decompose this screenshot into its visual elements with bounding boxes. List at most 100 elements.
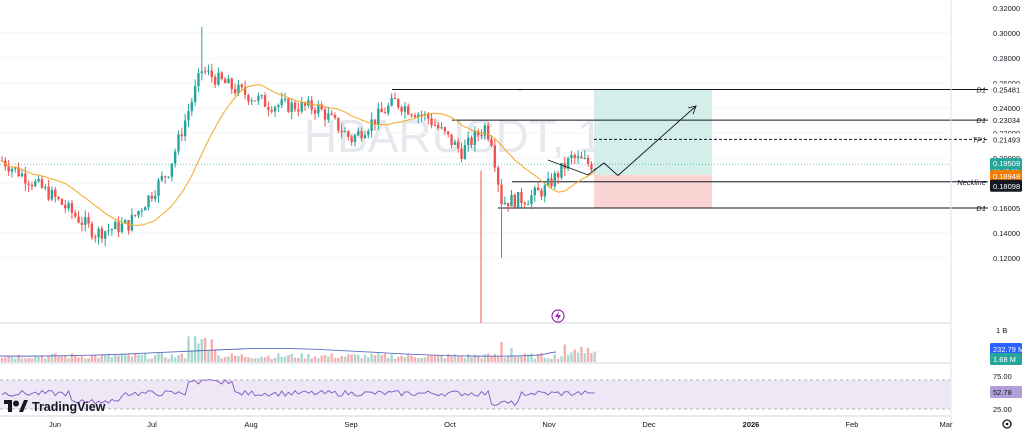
volume-bar [400, 355, 403, 362]
moving-average-series [1, 84, 595, 226]
candle-body [20, 173, 24, 177]
candle-body [343, 131, 347, 133]
candle-body [67, 203, 70, 209]
candle-body [353, 135, 357, 143]
volume-bar [340, 355, 343, 362]
ma-value-badge: 0.18948 [993, 172, 1020, 181]
volume-bar [74, 355, 77, 362]
volume-bar [137, 354, 140, 362]
volume-bar [87, 358, 90, 362]
time-axis[interactable]: Jun Jul Aug Sep Oct Nov Dec 2026 Feb Mar [49, 420, 953, 429]
volume-bar [463, 357, 467, 362]
volume-bar [147, 358, 150, 362]
candle-body [407, 106, 410, 115]
volume-bar [586, 347, 590, 362]
candle-body [173, 151, 177, 164]
volume-bar [347, 354, 350, 362]
volume-bar [117, 355, 120, 362]
candle-body [526, 204, 530, 206]
level-badge: 0.16005 [993, 204, 1020, 213]
volume-bar [94, 355, 97, 362]
candle-body [240, 84, 243, 88]
volume-bar [496, 356, 500, 362]
volume-bar [267, 355, 270, 362]
candle-body [97, 228, 100, 238]
candle-body [10, 168, 14, 172]
volume-bar [4, 357, 7, 362]
candle-body [540, 190, 543, 197]
volume-bar [203, 337, 207, 362]
candle-body [367, 131, 370, 136]
lightning-event-icon[interactable] [551, 309, 565, 323]
volume-bar [64, 355, 67, 362]
volume-bar [447, 353, 450, 362]
volume-bar [536, 354, 540, 362]
position-profit-zone [594, 89, 712, 175]
candle-body [586, 157, 590, 164]
volume-pane [0, 336, 596, 362]
volume-bar [40, 355, 44, 362]
settings-gear-icon[interactable] [1002, 419, 1012, 429]
candle-body [500, 184, 503, 205]
volume-bar [493, 354, 497, 362]
candle-body [187, 111, 190, 121]
volume-bar [313, 356, 317, 362]
candle-body [550, 178, 553, 187]
level-badge: 0.21493 [993, 135, 1020, 144]
candle-body [387, 105, 390, 114]
time-tick-label: Mar [940, 420, 953, 429]
candle-body [217, 72, 220, 85]
tradingview-logo[interactable]: TradingView [4, 400, 106, 414]
volume-bar [210, 339, 213, 362]
candle-body [496, 167, 500, 185]
volume-bar [280, 356, 283, 362]
volume-bar [407, 353, 410, 362]
candle-body [287, 98, 290, 112]
candle-body [533, 187, 536, 196]
candle-body [147, 195, 150, 208]
horizontal-levels[interactable]: D1 D1 TP1 Neckline D1 [0, 85, 988, 323]
volume-bar [223, 357, 227, 362]
candle-body [410, 114, 413, 116]
volume-bar [57, 356, 60, 362]
volume-bar [357, 354, 360, 362]
volume-bar [350, 354, 353, 362]
candle-body [373, 119, 377, 125]
volume-bar [563, 344, 566, 362]
candle-body [330, 113, 333, 116]
candle-body [233, 89, 237, 94]
projection-line [547, 105, 697, 177]
volume-bar [20, 357, 24, 362]
candle-body [393, 97, 397, 100]
volume-bar [363, 354, 367, 362]
candle-body [140, 210, 144, 212]
candle-body [14, 167, 17, 169]
level-label: D1 [976, 204, 986, 213]
candle-body [257, 96, 260, 101]
candle-body [530, 195, 533, 205]
volume-bar [97, 357, 100, 362]
volume-bar [167, 358, 170, 362]
volume-bar [47, 355, 50, 362]
candle-body [247, 94, 250, 102]
long-position-tool[interactable] [594, 89, 712, 209]
time-tick-label: Jul [147, 420, 157, 429]
candle-body [556, 173, 560, 178]
volume-bar [530, 353, 533, 362]
candle-body [130, 214, 134, 231]
volume-bar [343, 356, 347, 362]
volume-bar [173, 357, 177, 362]
volume-bar [470, 357, 473, 362]
projection-path[interactable] [547, 105, 697, 177]
candle-body [40, 178, 44, 188]
volume-bar [560, 356, 563, 362]
price-axis[interactable]: 0.320000.300000.280000.260000.240000.220… [950, 0, 1024, 431]
rsi-value-badge-bg [990, 386, 1022, 398]
volume-bar [367, 357, 370, 362]
time-tick-label: Feb [846, 420, 859, 429]
volume-bar [177, 355, 180, 362]
volume-bar [287, 355, 290, 362]
candle-body [250, 100, 253, 102]
